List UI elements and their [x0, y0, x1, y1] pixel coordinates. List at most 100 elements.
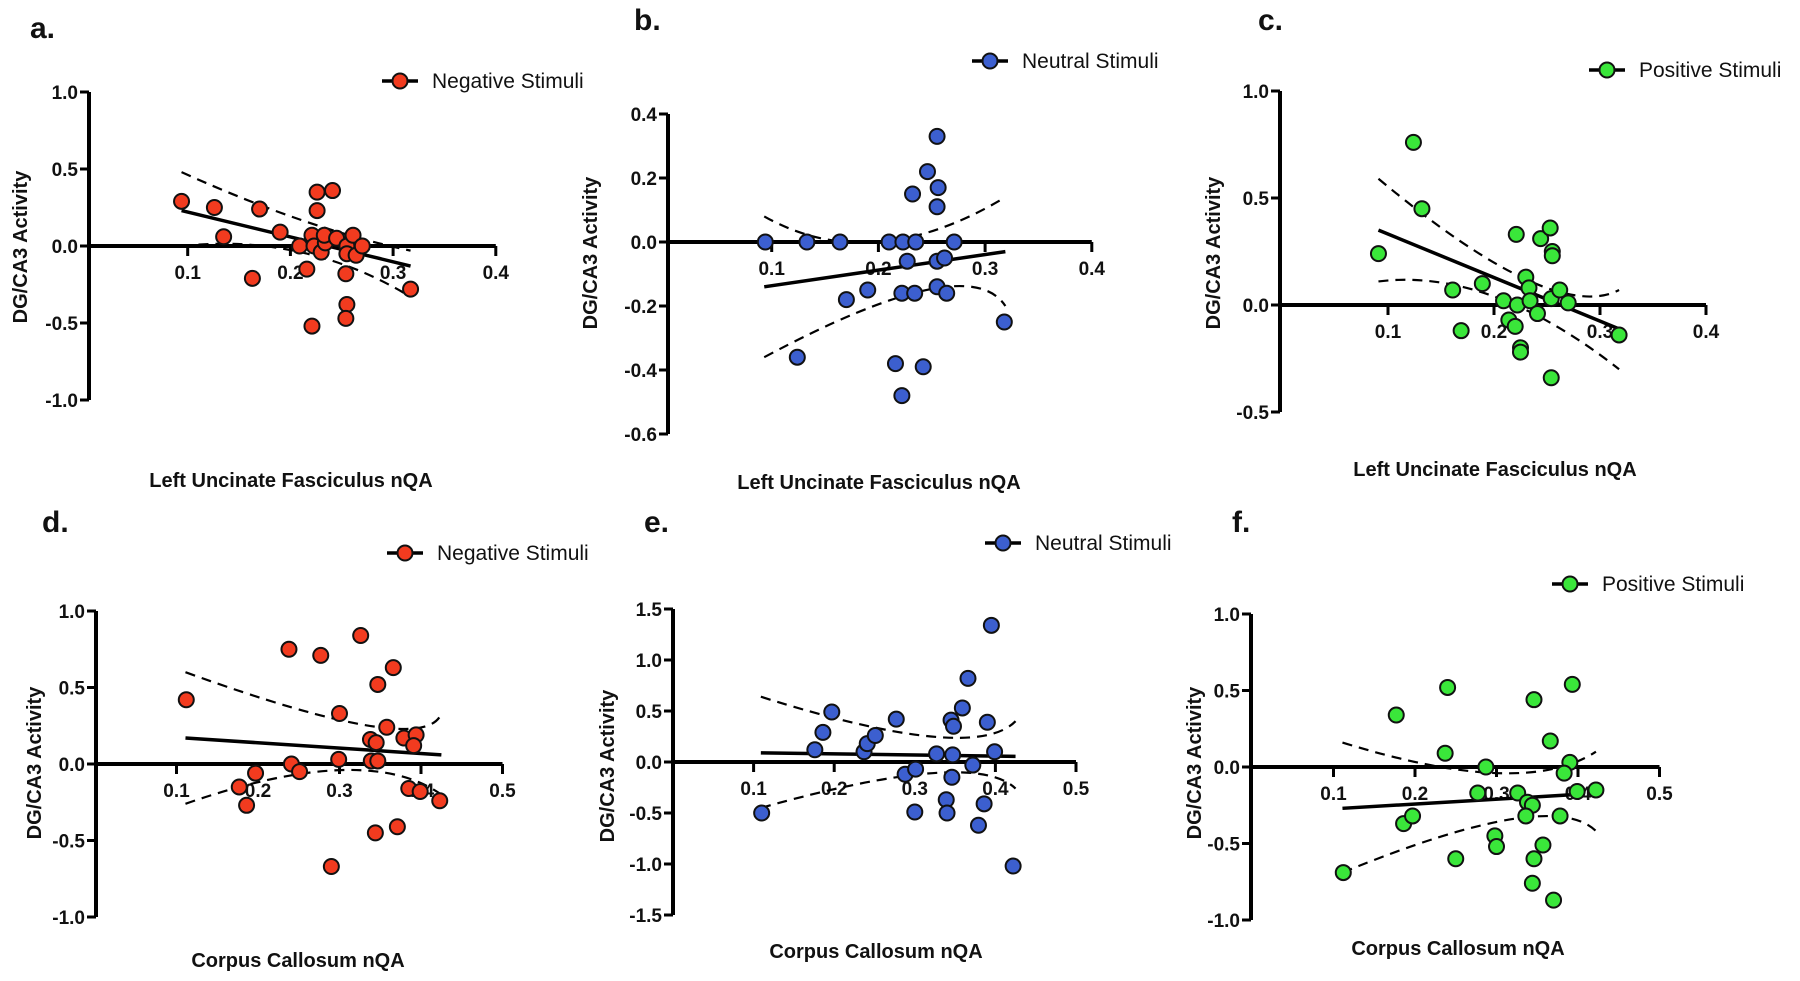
panel-label: e.	[644, 506, 669, 539]
y-tick-label: 0.0	[631, 233, 657, 254]
data-point	[788, 348, 806, 366]
data-point	[866, 726, 884, 744]
legend-marker-icon	[981, 52, 999, 70]
data-point	[431, 792, 449, 810]
data-point	[1488, 838, 1505, 856]
data-point	[291, 763, 309, 781]
data-point	[384, 659, 402, 677]
y-tick-label: 0.5	[59, 679, 86, 700]
y-tick-label: 1.0	[59, 602, 85, 623]
x-tick-label: 0.4	[1079, 259, 1106, 280]
data-point	[928, 127, 946, 145]
data-point	[995, 313, 1013, 331]
data-point	[1568, 782, 1586, 800]
data-point	[1525, 850, 1543, 868]
data-point	[1512, 343, 1529, 361]
data-point	[1004, 857, 1022, 875]
data-point	[205, 199, 223, 216]
y-tick-label: 0.5	[1214, 682, 1241, 703]
data-point	[1523, 874, 1541, 892]
data-point	[1551, 281, 1569, 299]
data-point	[907, 233, 925, 251]
data-point	[298, 260, 316, 278]
panel-label: c.	[1258, 4, 1283, 37]
confidence-band-lower	[1342, 814, 1599, 874]
y-tick-label: 1.5	[636, 600, 663, 621]
data-point	[411, 783, 429, 801]
data-point	[837, 291, 855, 309]
data-point	[938, 804, 956, 822]
y-tick-label: 0.4	[631, 105, 658, 126]
x-tick-label: 0.2	[277, 263, 303, 284]
data-point	[906, 803, 924, 821]
y-tick-label: -1.0	[52, 908, 85, 929]
y-tick-label: 1.0	[1243, 82, 1269, 103]
x-tick-label: 0.2	[1481, 322, 1507, 343]
legend-label: Positive Stimuli	[1639, 59, 1781, 82]
data-point	[230, 778, 248, 796]
y-tick-label: 0.2	[631, 169, 657, 190]
legend-marker-icon	[994, 534, 1012, 552]
panel-label: b.	[634, 4, 661, 37]
data-point	[831, 233, 849, 251]
regression-line	[760, 751, 1016, 759]
data-point	[1532, 230, 1550, 248]
y-tick-label: -0.5	[629, 804, 662, 825]
data-point	[388, 818, 406, 836]
x-tick-label: 0.4	[982, 779, 1009, 800]
data-point	[1525, 691, 1543, 709]
x-tick-label: 0.5	[1063, 779, 1090, 800]
data-point	[1369, 245, 1387, 263]
data-point	[1469, 784, 1487, 802]
data-point	[906, 284, 924, 302]
y-tick-label: 0.0	[1243, 296, 1269, 317]
legend-label: Negative Stimuli	[432, 70, 584, 93]
legend-marker-icon	[396, 544, 414, 562]
data-point	[982, 616, 1000, 634]
x-tick-label: 0.4	[1693, 322, 1720, 343]
data-point	[1563, 675, 1581, 693]
x-tick-label: 0.2	[1402, 784, 1428, 805]
data-point	[945, 233, 963, 251]
legend: Negative Stimuli	[382, 70, 584, 93]
data-point	[1404, 807, 1422, 825]
data-point	[366, 824, 384, 842]
data-point	[367, 734, 385, 752]
y-tick-label: 0.5	[52, 160, 79, 181]
data-point	[1506, 317, 1524, 335]
y-axis-title: DG/CA3 Activity	[1203, 176, 1225, 330]
data-point	[904, 185, 922, 203]
data-point	[1541, 219, 1559, 237]
x-axis-title: Left Uncinate Fasciculus nQA	[737, 472, 1020, 494]
data-point	[893, 387, 911, 405]
data-point	[814, 723, 832, 741]
data-point	[1447, 850, 1465, 868]
regression-line	[185, 736, 442, 757]
legend: Negative Stimuli	[387, 542, 589, 565]
data-point	[1334, 864, 1352, 882]
y-tick-label: -0.5	[45, 314, 78, 335]
data-point	[959, 669, 977, 687]
x-tick-label: 0.1	[1320, 784, 1347, 805]
x-tick-label: 0.1	[174, 263, 201, 284]
x-tick-label: 0.3	[1587, 322, 1613, 343]
data-point	[369, 752, 387, 770]
x-axis-title: Corpus Callosum nQA	[769, 941, 982, 963]
x-axis-title: Corpus Callosum nQA	[1351, 938, 1564, 960]
x-tick-label: 0.1	[163, 781, 190, 802]
legend: Positive Stimuli	[1552, 573, 1744, 596]
data-point	[964, 756, 982, 774]
x-tick-label: 0.3	[326, 781, 352, 802]
x-tick-label: 0.1	[758, 259, 785, 280]
data-point	[1521, 292, 1539, 310]
y-axis-title: DG/CA3 Activity	[597, 689, 619, 843]
data-point	[215, 228, 233, 246]
data-point	[823, 703, 841, 721]
data-point	[929, 179, 947, 197]
regression-line	[1377, 228, 1619, 331]
data-point	[1507, 225, 1525, 243]
data-point	[943, 768, 961, 786]
legend-marker-icon	[1598, 61, 1616, 79]
data-point	[173, 192, 191, 210]
